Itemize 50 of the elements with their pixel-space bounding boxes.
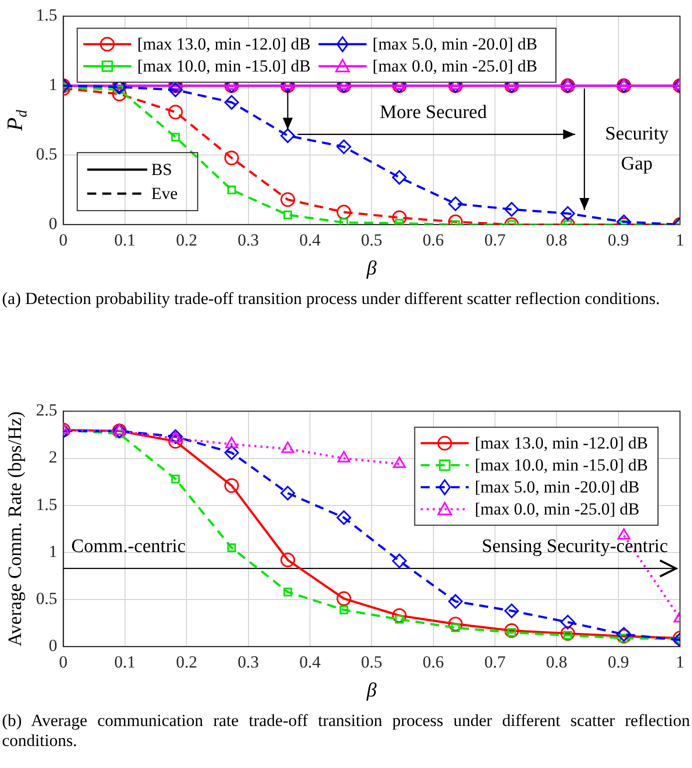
x-tick-label: 0.2 [176, 652, 198, 672]
x-tick-label: 0.6 [422, 652, 444, 672]
annotation: Security Gap [605, 124, 669, 175]
x-tick-label: 0.4 [299, 230, 322, 250]
x-tick-label: 0.1 [114, 652, 136, 672]
text: (b) Average communication rate trade-off transition process under different scatter reflection conditions. [1, 710, 691, 752]
annotation: Eve [151, 184, 178, 204]
annotation: More Secured [380, 102, 488, 124]
y-axis-title: Pd [2, 109, 31, 132]
legend-label: [max 5.0, min -20.0] dB [474, 478, 640, 497]
legend-label: [max 10.0, min -15.0] dB [137, 56, 311, 76]
y-tick-label: 2.5 [36, 400, 58, 420]
x-tick-label: 0.5 [361, 652, 382, 672]
y-tick-label: 1 [48, 75, 58, 94]
x-tick-label: 0.2 [176, 230, 198, 250]
x-tick-label: 1 [676, 652, 684, 672]
legend-label: [max 5.0, min -20.0] dB [372, 34, 538, 54]
legend-label: [max 13.0, min -12.0] dB [474, 434, 648, 453]
x-tick-label: 0.4 [299, 652, 322, 672]
y-axis-title: Average Comm. Rate (bps/Hz) [4, 411, 26, 646]
y-tick-label: 0.5 [36, 588, 58, 608]
legend-label: [max 10.0, min -15.0] dB [474, 456, 648, 475]
x-tick-label: 0.3 [238, 652, 259, 672]
legend-label: [max 13.0, min -12.0] dB [137, 34, 311, 54]
x-tick-label: 0.6 [422, 230, 444, 250]
text: (a) Detection probability trade-off transition process under different scatter reflection conditions. [1, 288, 661, 310]
y-tick-label: 1.5 [36, 6, 58, 25]
y-tick-label: 0.5 [36, 144, 58, 164]
x-tick-label: 0.1 [114, 230, 136, 250]
annotation: Sensing Security-centric [482, 536, 668, 557]
x-tick-label: 0.9 [608, 230, 629, 250]
y-tick-label: 0 [48, 636, 58, 656]
x-tick-label: 0.7 [484, 230, 506, 250]
y-tick-label: 0 [48, 214, 58, 234]
legend-label: [max 0.0, min -25.0] dB [474, 500, 640, 519]
x-axis-title: β [366, 679, 377, 702]
x-tick-label: 0.3 [238, 230, 259, 250]
x-tick-label: 0.9 [608, 652, 629, 672]
y-tick-label: 1 [48, 542, 58, 561]
x-tick-label: 0.8 [546, 230, 568, 250]
y-tick-label: 2 [48, 448, 58, 467]
x-tick-label: 0.8 [546, 652, 568, 672]
legend-label: [max 0.0, min -25.0] dB [372, 56, 538, 76]
x-tick-label: 1 [676, 230, 684, 250]
x-axis-title: β [366, 257, 377, 280]
x-tick-label: 0.7 [484, 652, 506, 672]
annotation: BS [151, 160, 172, 180]
annotation: Comm.-centric [71, 536, 186, 557]
x-tick-label: 0.5 [361, 230, 382, 250]
y-tick-label: 1.5 [36, 494, 58, 514]
